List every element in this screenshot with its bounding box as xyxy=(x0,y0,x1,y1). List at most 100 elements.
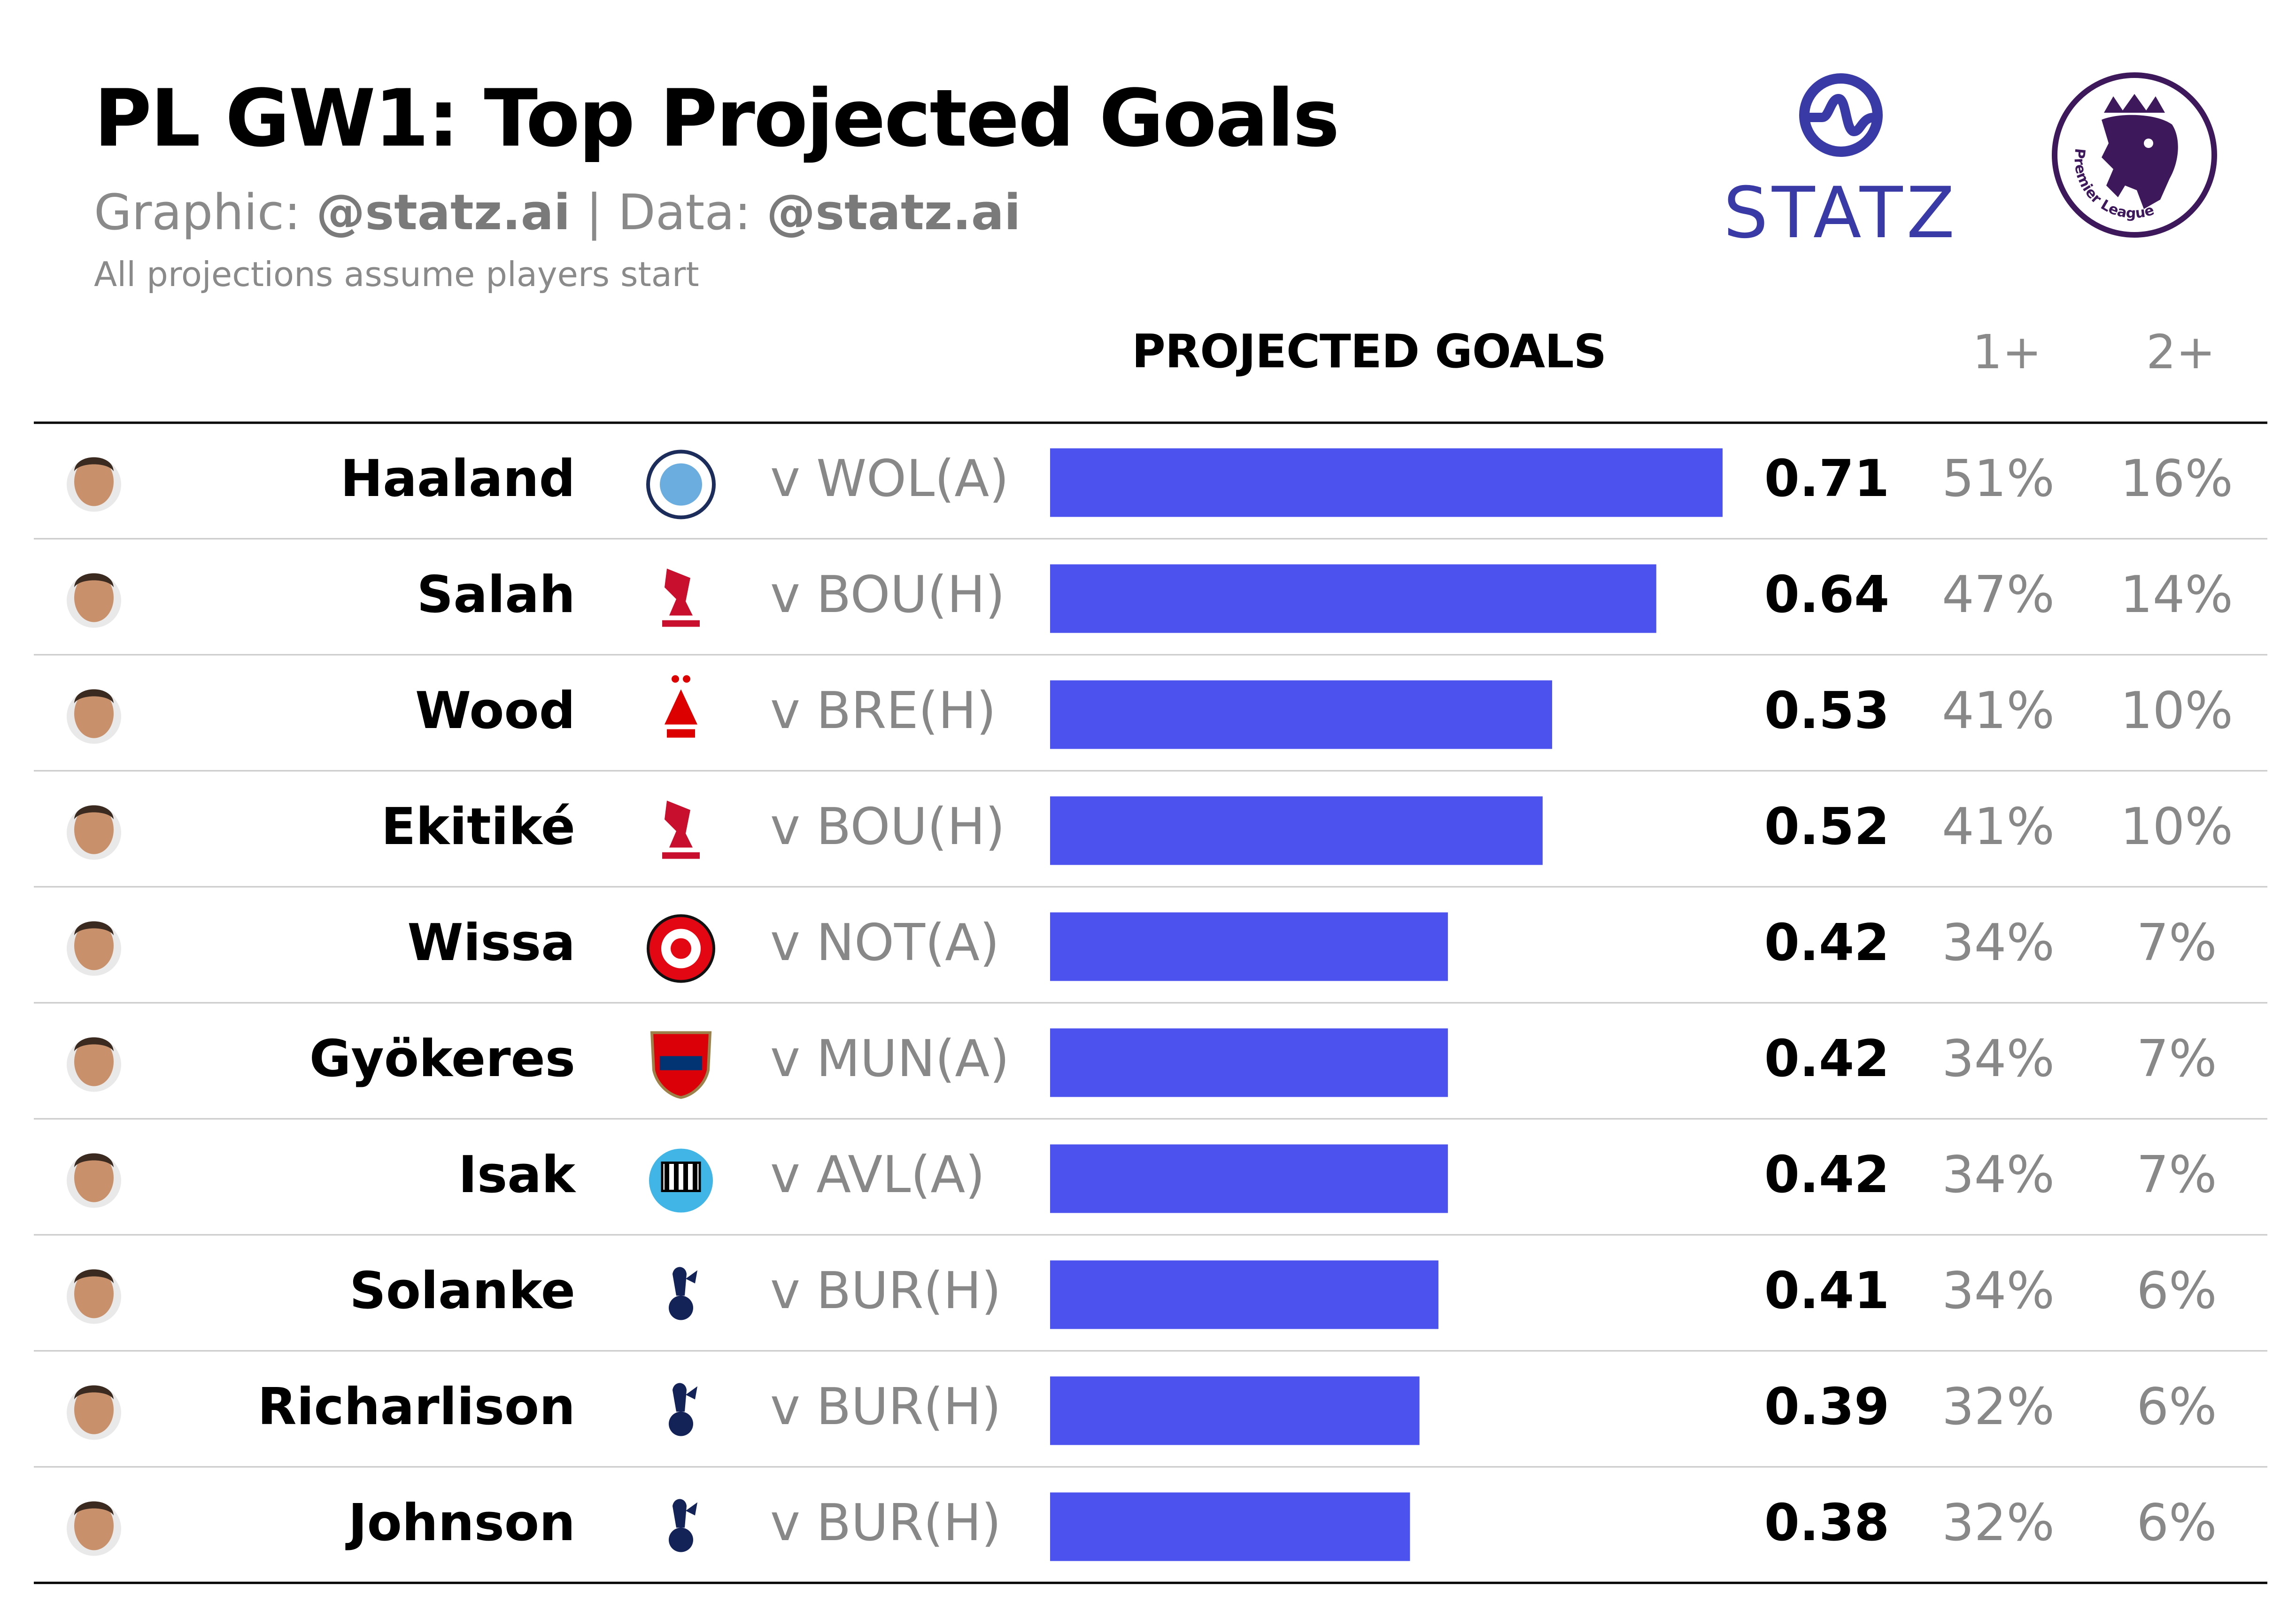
player-avatar-6 xyxy=(67,1153,121,1208)
pl-lion-eye xyxy=(2144,139,2153,148)
subtitle-prefix-graphic: Graphic: xyxy=(94,184,317,241)
player-name: Solanke xyxy=(349,1261,575,1320)
one-plus-probability: 32% xyxy=(1941,1493,2055,1552)
two-plus-probability: 7% xyxy=(2136,1029,2217,1088)
premier-league-logo: Premier League xyxy=(2052,72,2217,238)
projected-goals-value: 0.39 xyxy=(1764,1377,1890,1436)
projected-goals-value: 0.64 xyxy=(1764,565,1890,624)
statz-logo-text: STATZ xyxy=(1724,172,1959,249)
opponent-label: v BUR(H) xyxy=(770,1493,1001,1552)
tottenham-crest-icon xyxy=(669,1499,697,1552)
player-name: Isak xyxy=(458,1145,575,1204)
player-name: Wood xyxy=(415,681,575,740)
one-plus-probability: 41% xyxy=(1941,797,2055,856)
opponent-label: v MUN(A) xyxy=(770,1029,1010,1088)
one-plus-probability: 34% xyxy=(1941,913,2055,972)
player-avatar-7 xyxy=(67,1269,121,1324)
bar-3 xyxy=(1050,796,1543,865)
subtitle-handle-data: @statz.ai xyxy=(766,184,1021,241)
opponent-label: v AVL(A) xyxy=(770,1145,985,1204)
one-plus-header: 1+ xyxy=(1972,325,2042,380)
brentford-crest-icon xyxy=(647,914,715,983)
subtitle-separator: | xyxy=(570,184,618,241)
newcastle-crest-icon xyxy=(649,1148,713,1213)
statz-logo: STATZ xyxy=(1724,73,1959,249)
pl-crown-icon xyxy=(2104,94,2165,113)
one-plus-probability: 34% xyxy=(1941,1029,2055,1088)
two-plus-probability: 6% xyxy=(2136,1377,2217,1436)
player-avatar-4 xyxy=(67,921,121,976)
opponent-label: v BOU(H) xyxy=(770,797,1005,856)
one-plus-probability: 41% xyxy=(1941,681,2055,740)
one-plus-probability: 34% xyxy=(1941,1145,2055,1204)
subtitle-handle-graphic: @statz.ai xyxy=(316,184,571,241)
tottenham-crest-icon xyxy=(669,1267,697,1320)
opponent-label: v BUR(H) xyxy=(770,1377,1001,1436)
projected-goals-value: 0.42 xyxy=(1764,913,1890,972)
player-name: Ekitiké xyxy=(381,797,575,856)
one-plus-probability: 32% xyxy=(1941,1377,2055,1436)
two-plus-header: 2+ xyxy=(2146,325,2216,380)
liverpool-crest-icon xyxy=(662,800,700,859)
two-plus-probability: 7% xyxy=(2136,913,2217,972)
opponent-label: v WOL(A) xyxy=(770,449,1009,508)
bar-2 xyxy=(1050,680,1552,749)
one-plus-probability: 51% xyxy=(1941,449,2055,508)
bar-7 xyxy=(1050,1260,1438,1329)
player-name: Haaland xyxy=(340,449,575,508)
player-name: Johnson xyxy=(348,1493,575,1552)
player-name: Wissa xyxy=(407,913,575,972)
player-avatar-3 xyxy=(67,805,121,860)
one-plus-probability: 34% xyxy=(1941,1261,2055,1320)
player-name: Richarlison xyxy=(257,1377,575,1436)
bar-6 xyxy=(1050,1144,1448,1213)
liverpool-crest-icon xyxy=(662,568,700,627)
one-plus-probability: 47% xyxy=(1941,565,2055,624)
opponent-label: v BOU(H) xyxy=(770,565,1005,624)
two-plus-probability: 7% xyxy=(2136,1145,2217,1204)
two-plus-probability: 10% xyxy=(2120,797,2234,856)
bar-8 xyxy=(1050,1376,1420,1445)
projected-goals-header: PROJECTED GOALS xyxy=(1132,325,1607,379)
player-avatar-1 xyxy=(67,573,121,628)
bar-9 xyxy=(1050,1492,1410,1561)
statz-logo-wave-icon xyxy=(1803,93,1879,137)
player-name: Gyökeres xyxy=(309,1029,575,1088)
player-avatar-9 xyxy=(67,1501,121,1556)
two-plus-probability: 10% xyxy=(2120,681,2234,740)
tottenham-crest-icon xyxy=(669,1383,697,1436)
projected-goals-value: 0.42 xyxy=(1764,1029,1890,1088)
two-plus-probability: 6% xyxy=(2136,1493,2217,1552)
pl-lion-icon xyxy=(2102,115,2178,209)
projected-goals-value: 0.53 xyxy=(1764,681,1890,740)
chart-note: All projections assume players start xyxy=(94,255,699,294)
opponent-label: v BUR(H) xyxy=(770,1261,1001,1320)
arsenal-crest-icon xyxy=(650,1031,712,1099)
projected-goals-value: 0.52 xyxy=(1764,797,1890,856)
player-avatar-2 xyxy=(67,689,121,744)
nottingham-forest-crest-icon xyxy=(665,675,697,738)
two-plus-probability: 14% xyxy=(2120,565,2234,624)
projected-goals-value: 0.38 xyxy=(1764,1493,1890,1552)
subtitle-prefix-data: Data: xyxy=(618,184,767,241)
opponent-label: v NOT(A) xyxy=(770,913,1000,972)
player-name: Salah xyxy=(417,565,575,624)
chart-title: PL GW1: Top Projected Goals xyxy=(94,72,1340,164)
projected-goals-value: 0.71 xyxy=(1764,449,1890,508)
player-avatar-5 xyxy=(67,1037,121,1092)
bar-1 xyxy=(1050,564,1656,633)
bar-5 xyxy=(1050,1028,1448,1097)
bar-0 xyxy=(1050,448,1723,517)
projected-goals-value: 0.42 xyxy=(1764,1145,1890,1204)
man-city-crest-icon xyxy=(646,449,716,519)
opponent-label: v BRE(H) xyxy=(770,681,997,740)
player-avatar-0 xyxy=(67,457,121,512)
two-plus-probability: 6% xyxy=(2136,1261,2217,1320)
chart-subtitle: Graphic: @statz.ai | Data: @statz.ai xyxy=(94,188,1021,237)
projected-goals-value: 0.41 xyxy=(1764,1261,1890,1320)
bar-4 xyxy=(1050,912,1448,981)
player-avatar-8 xyxy=(67,1385,121,1440)
two-plus-probability: 16% xyxy=(2120,449,2234,508)
